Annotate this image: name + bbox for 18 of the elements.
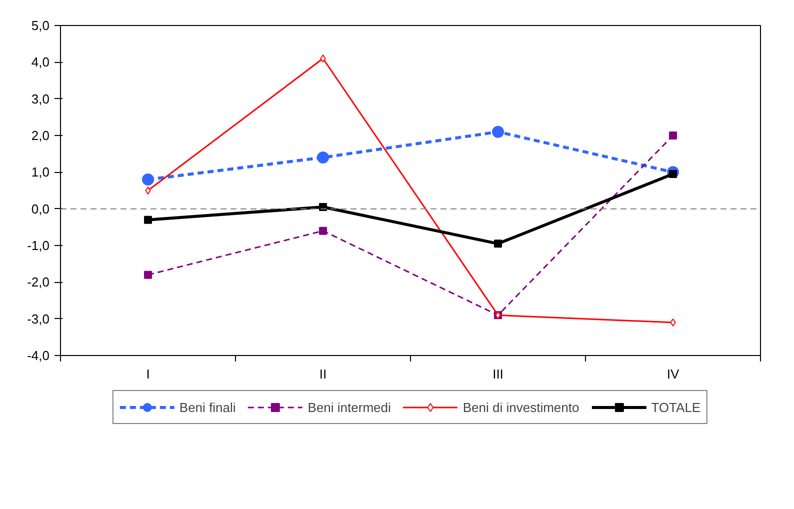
legend-label: Beni finali (179, 400, 236, 414)
y-tick-label: 4,0 (31, 54, 50, 70)
legend-label: Beni di investimento (462, 400, 580, 414)
y-tick-label: 1,0 (31, 164, 50, 180)
y-tick-label: 2,0 (31, 128, 50, 143)
y-tick-label: 3,0 (31, 91, 50, 106)
y-tick-label: -3,0 (27, 311, 50, 326)
y-tick-label: 5,0 (31, 18, 50, 33)
y-tick-label: -1,0 (27, 238, 50, 253)
legend-label: Beni intermedi (308, 400, 391, 414)
x-tick-label: I (146, 366, 150, 382)
x-tick-label: III (492, 366, 504, 382)
y-tick-label: -4,0 (27, 348, 50, 363)
x-tick-label: II (319, 366, 327, 382)
y-tick-label: -2,0 (27, 274, 50, 290)
x-tick-label: IV (666, 366, 680, 382)
legend-label: TOTALE (651, 400, 701, 414)
y-tick-label: 0,0 (31, 201, 50, 216)
